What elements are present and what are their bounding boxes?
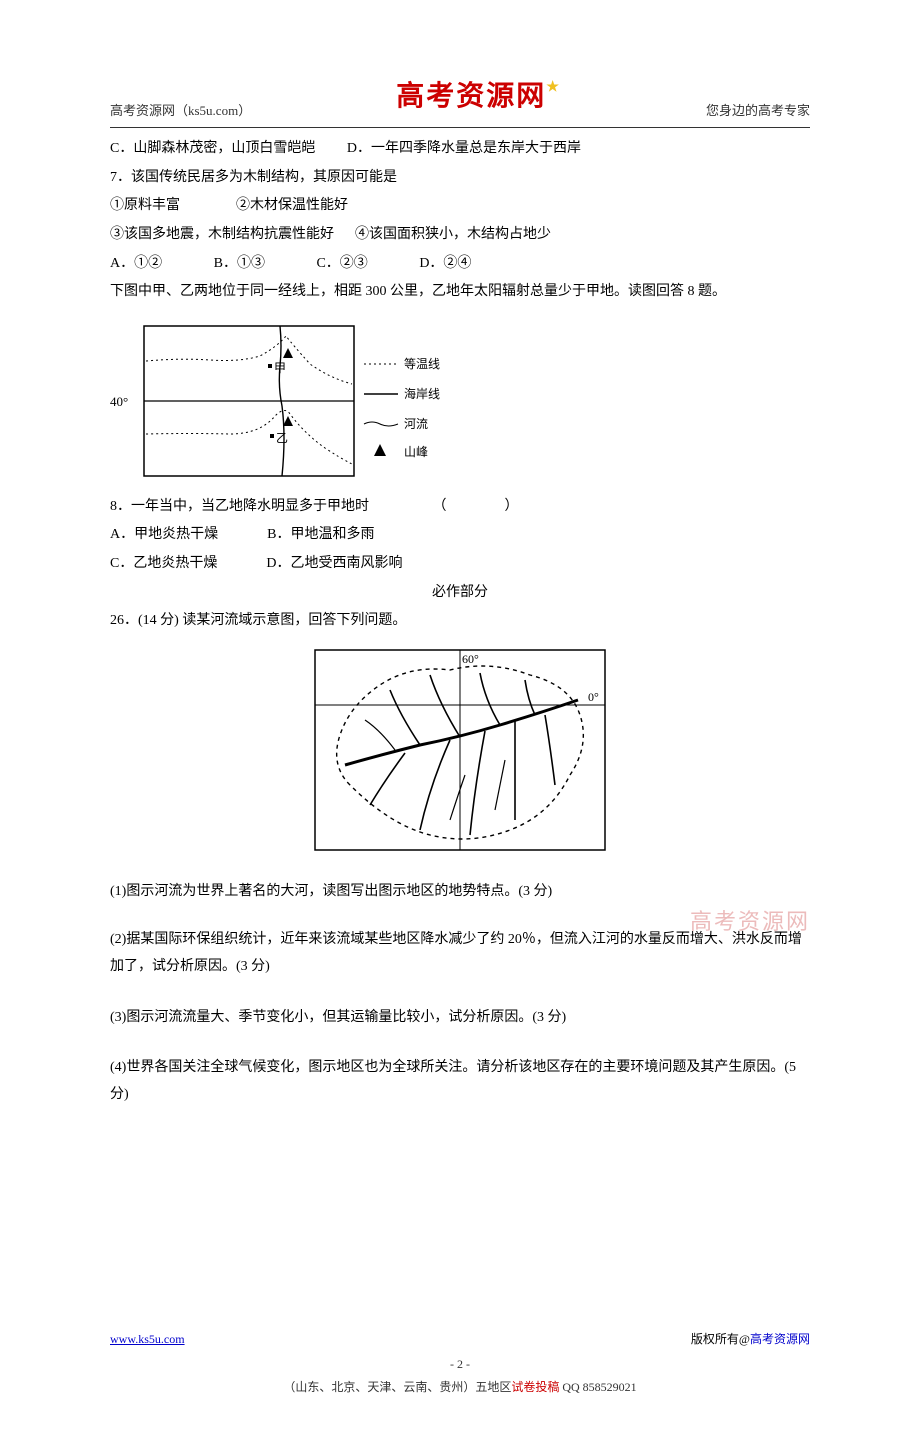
copyright-prefix: 版权所有@ bbox=[691, 1332, 750, 1346]
legend-river: 河流 bbox=[404, 417, 428, 431]
marker-jia-label: 甲 bbox=[274, 361, 286, 375]
legend-isotherm: 等温线 bbox=[404, 357, 440, 371]
q7-subopts-line1: ①原料丰富 ②木材保温性能好 bbox=[110, 193, 810, 220]
star-icon: ★ bbox=[546, 80, 561, 95]
option-c: C．山脚森林茂密，山顶白雪皑皑 bbox=[110, 141, 315, 156]
document-body: C．山脚森林茂密，山顶白雪皑皑 D．一年四季降水量总是东岸大于西岸 7．该国传统… bbox=[110, 136, 810, 1108]
legend-peak-icon bbox=[374, 444, 386, 456]
question-26: 26．(14 分) 读某河流域示意图，回答下列问题。 bbox=[110, 608, 810, 635]
subopt-4: ④该国面积狭小，木结构占地少 bbox=[355, 227, 551, 242]
q7-choice-d: D．②④ bbox=[419, 256, 471, 271]
subopt-2: ②木材保温性能好 bbox=[236, 198, 348, 213]
legend-peak: 山峰 bbox=[404, 445, 428, 459]
q8-choice-a: A．甲地炎热干燥 bbox=[110, 527, 218, 542]
footer-copyright: 版权所有@高考资源网 bbox=[691, 1328, 810, 1351]
q8-choice-d: D．乙地受西南风影响 bbox=[266, 556, 402, 571]
subopt-3: ③该国多地震，木制结构抗震性能好 bbox=[110, 227, 334, 242]
figure-1: 40° 甲 乙 等温线 海岸线 河流 山峰 bbox=[110, 316, 810, 486]
footer-bottom-row: - 2 - （山东、北京、天津、云南、贵州）五地区试卷投稿 QQ 8585290… bbox=[110, 1353, 810, 1399]
marker-jia-dot bbox=[268, 364, 272, 368]
footer-submit: 试卷投稿 bbox=[511, 1380, 559, 1394]
header-source-left: 高考资源网（ks5u.com） bbox=[110, 99, 251, 124]
page-num-suffix: - bbox=[463, 1357, 470, 1371]
legend-coast: 海岸线 bbox=[404, 386, 440, 401]
marker-yi-label: 乙 bbox=[276, 431, 288, 445]
marker-yi-dot bbox=[270, 434, 274, 438]
q7-choice-c: C．②③ bbox=[316, 256, 367, 271]
figure1-intro: 下图中甲、乙两地位于同一经线上，相距 300 公里，乙地年太阳辐射总量少于甲地。… bbox=[110, 279, 810, 306]
option-c-d-line: C．山脚森林茂密，山顶白雪皑皑 D．一年四季降水量总是东岸大于西岸 bbox=[110, 136, 810, 163]
logo-text: 高考资源网 bbox=[396, 81, 546, 112]
q7-choices: A．①② B．①③ C．②③ D．②④ bbox=[110, 251, 810, 278]
q8-choice-c: C．乙地炎热干燥 bbox=[110, 556, 217, 571]
question-8: 8．一年当中，当乙地降水明显多于甲地时 （ ） bbox=[110, 494, 810, 521]
page-footer: www.ks5u.com 版权所有@高考资源网 - 2 - （山东、北京、天津、… bbox=[110, 1328, 810, 1398]
q8-choice-b: B．甲地温和多雨 bbox=[267, 527, 374, 542]
q7-choice-a: A．①② bbox=[110, 256, 162, 271]
header-logo-wrap: 高考资源网★ bbox=[251, 70, 706, 123]
q26-part3: (3)图示河流流量大、季节变化小，但其运输量比较小，试分析原因。(3 分) bbox=[110, 1005, 810, 1032]
header-slogan: 您身边的高考专家 bbox=[706, 99, 810, 124]
figure-2: 60° 0° bbox=[110, 645, 810, 855]
q8-choices-line1: A．甲地炎热干燥 B．甲地温和多雨 bbox=[110, 522, 810, 549]
q7-choice-b: B．①③ bbox=[214, 256, 265, 271]
copyright-brand: 高考资源网 bbox=[750, 1332, 810, 1346]
lat0-label: 0° bbox=[588, 690, 599, 704]
footer-qq: QQ 858529021 bbox=[559, 1380, 636, 1394]
page-num-prefix: - bbox=[450, 1357, 457, 1371]
lon-label: 60° bbox=[462, 652, 479, 666]
question-7: 7．该国传统民居多为木制结构，其原因可能是 bbox=[110, 165, 810, 192]
q8-text: 8．一年当中，当乙地降水明显多于甲地时 bbox=[110, 499, 369, 514]
legend-river-line bbox=[364, 422, 398, 426]
q26-part2: (2)据某国际环保组织统计，近年来该流域某些地区降水减少了约 20％，但流入江河… bbox=[110, 927, 810, 980]
subopt-1: ①原料丰富 bbox=[110, 198, 180, 213]
footer-url[interactable]: www.ks5u.com bbox=[110, 1328, 185, 1351]
q26-part4: (4)世界各国关注全球气候变化，图示地区也为全球所关注。请分析该地区存在的主要环… bbox=[110, 1055, 810, 1108]
page-header: 高考资源网（ks5u.com） 高考资源网★ 您身边的高考专家 bbox=[110, 70, 810, 128]
watermark: 高考资源网 bbox=[110, 901, 810, 921]
section-title: 必作部分 bbox=[110, 580, 810, 607]
q8-answer-blank: （ ） bbox=[433, 499, 529, 514]
map-diagram-1: 40° 甲 乙 等温线 海岸线 河流 山峰 bbox=[110, 316, 450, 486]
footer-regions: （山东、北京、天津、云南、贵州）五地区 bbox=[283, 1380, 511, 1394]
q7-subopts-line2: ③该国多地震，木制结构抗震性能好 ④该国面积狭小，木结构占地少 bbox=[110, 222, 810, 249]
lat-label: 40° bbox=[110, 394, 128, 409]
site-logo: 高考资源网★ bbox=[396, 70, 561, 123]
river-basin-map: 60° 0° bbox=[310, 645, 610, 855]
option-d: D．一年四季降水量总是东岸大于西岸 bbox=[347, 141, 581, 156]
footer-top-row: www.ks5u.com 版权所有@高考资源网 bbox=[110, 1328, 810, 1351]
q8-choices-line2: C．乙地炎热干燥 D．乙地受西南风影响 bbox=[110, 551, 810, 578]
